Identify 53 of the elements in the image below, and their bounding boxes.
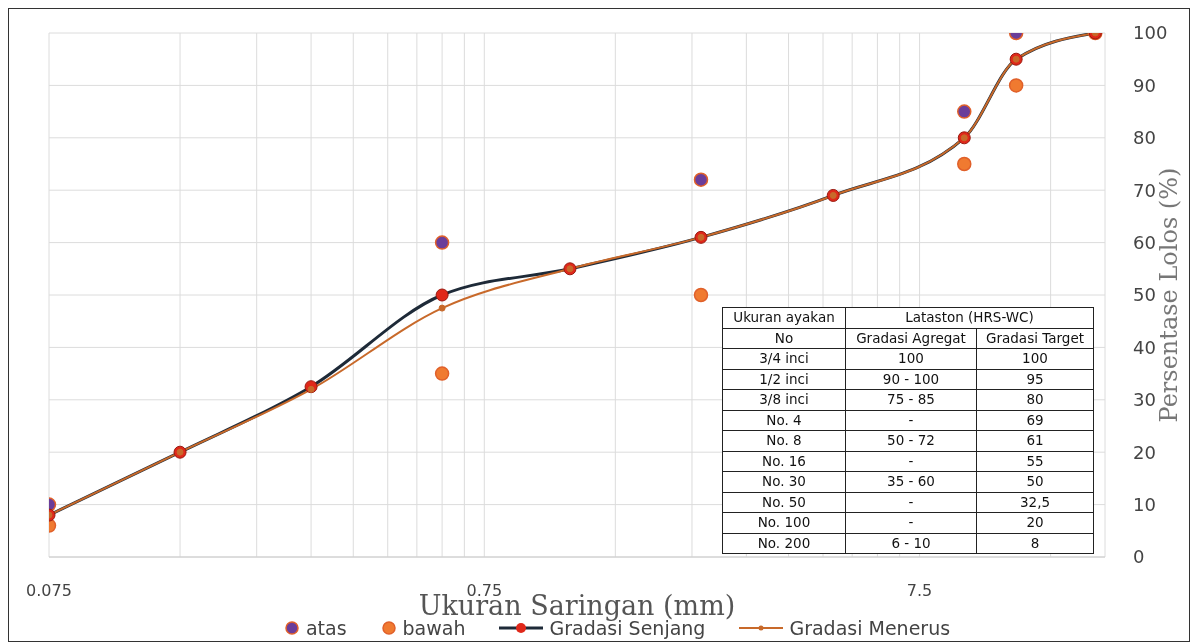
y-tick-label: 80 [1133,127,1156,149]
y-tick-label: 100 [1133,22,1168,44]
annotation: No. 50 [722,492,846,513]
annotation: Ukuran ayakan [722,307,846,328]
annotation: 6 - 10 [845,533,977,554]
annotation: No. 30 [722,471,846,492]
annotation: - [845,512,977,533]
y-tick-label: 40 [1133,336,1156,358]
annotation: 100 [976,348,1094,369]
x-tick-label: 0.075 [26,581,72,601]
annotation: 3/4 inci [722,348,846,369]
annotation: 35 - 60 [845,471,977,492]
annotation: 80 [976,389,1094,410]
y-tick-label: 10 [1133,493,1156,515]
annotation: 61 [976,430,1094,451]
y-tick-label: 70 [1133,179,1156,201]
annotation: 95 [976,369,1094,390]
y-tick-label: 60 [1133,231,1156,253]
annotation: No [722,328,846,349]
legend-label: Gradasi Menerus [789,617,951,639]
x-tick-label: 0.75 [466,581,503,601]
y-tick-label: 30 [1133,389,1156,411]
y-tick-label: 50 [1133,284,1156,306]
annotation: 55 [976,451,1094,472]
y-axis-title: Persentase Lolos (%) [1155,167,1183,423]
annotation: No. 4 [722,410,846,431]
annotation: 8 [976,533,1094,554]
annotation: No. 100 [722,512,846,533]
y-tick-label: 0 [1133,546,1145,568]
x-tick-label: 7.5 [906,581,933,601]
y-tick-label: 90 [1133,74,1156,96]
annotation: No. 16 [722,451,846,472]
annotation: Lataston (HRS-WC) [845,307,1094,328]
annotation: 32,5 [976,492,1094,513]
legend-label: bawah [402,617,466,639]
annotation: 75 - 85 [845,389,977,410]
annotation: Gradasi Agregat [845,328,977,349]
annotation: - [845,451,977,472]
annotation: No. 8 [722,430,846,451]
annotation: 50 - 72 [845,430,977,451]
annotation: - [845,410,977,431]
annotation: 20 [976,512,1094,533]
annotation: Gradasi Target [976,328,1094,349]
legend-label: atas [305,617,347,639]
annotation: 69 [976,410,1094,431]
annotation: 1/2 inci [722,369,846,390]
annotation: 90 - 100 [845,369,977,390]
annotation: 3/8 inci [722,389,846,410]
annotation: 100 [845,348,977,369]
annotation: - [845,492,977,513]
y-tick-label: 20 [1133,441,1156,463]
annotation: 50 [976,471,1094,492]
annotation: No. 200 [722,533,846,554]
